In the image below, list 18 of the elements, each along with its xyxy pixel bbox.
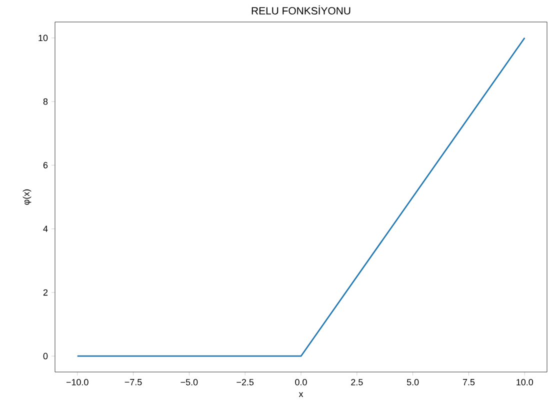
x-tick-label: 7.5 (462, 379, 475, 386)
x-tick-label: −5.0 (180, 379, 198, 386)
x-tick-label: 5.0 (406, 379, 419, 386)
x-tick-label: 2.5 (351, 379, 363, 386)
x-tick-label: −10.0 (66, 379, 88, 386)
y-tick-label: 10 (38, 34, 48, 42)
y-tick-label: 6 (43, 162, 48, 168)
y-tick-label: 4 (43, 226, 48, 232)
chart-title: RELU FONKSİYONU (252, 5, 350, 15)
y-axis-title: φ(x) (22, 189, 32, 205)
x-axis-title: x (298, 392, 304, 397)
y-tick-label: 2 (43, 289, 48, 296)
x-tick-label: 0.0 (295, 379, 307, 386)
y-tick-label: 8 (43, 98, 48, 105)
y-tick-label: 0 (43, 352, 48, 360)
x-tick-label: 10.0 (516, 379, 534, 386)
x-tick-label: −7.5 (124, 379, 142, 386)
x-tick-label: −2.5 (236, 379, 254, 386)
